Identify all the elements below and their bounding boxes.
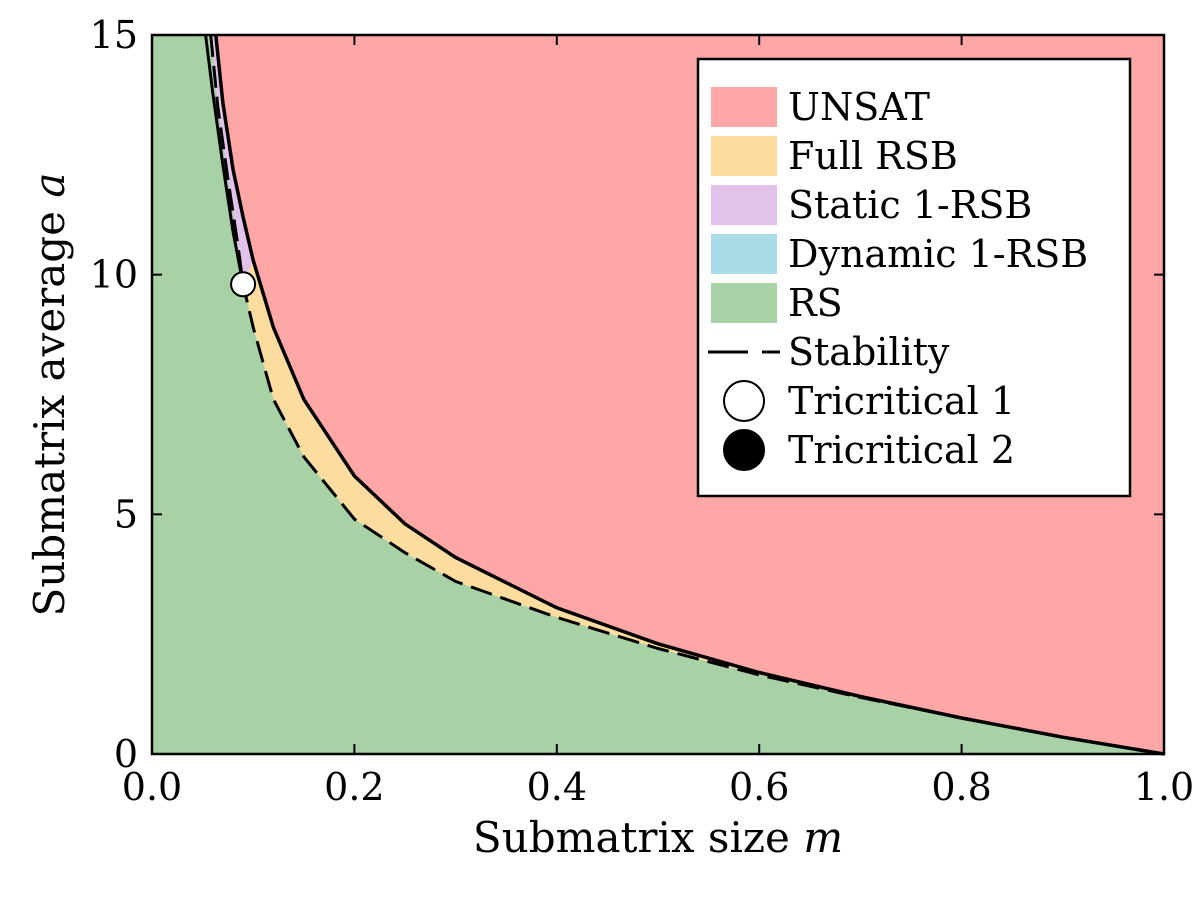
- y-tick-label: 5: [114, 492, 138, 536]
- y-axis-label-space: [25, 198, 74, 211]
- x-tick-label: 1.0: [1134, 765, 1194, 809]
- legend-label-rs: RS: [788, 281, 843, 325]
- legend-label-stability: Stability: [788, 330, 950, 374]
- x-axis-label: Submatrix size m: [473, 813, 843, 862]
- y-tick-label: 15: [90, 13, 138, 57]
- x-tick-label: 0.4: [527, 765, 587, 809]
- legend: UNSAT Full RSB Static 1-RSB Dynamic 1-RSB RS…: [696, 57, 1132, 498]
- x-tick-label: 0.8: [931, 765, 991, 809]
- y-tick-label: 0: [114, 732, 138, 776]
- legend-swatch-full-rsb: [711, 136, 777, 176]
- y-axis-label: Submatrix average a: [25, 173, 74, 617]
- series-stability-line: [209, 34, 1165, 756]
- legend-label-full-rsb: Full RSB: [788, 134, 958, 178]
- axes: 0.0 0.2 0.4 0.6 0.8 1.0 0 5 10 15 Submatrix size m…: [25, 13, 1194, 862]
- legend-swatch-tricritical-2: [723, 429, 765, 471]
- x-axis-label-text: Submatrix size: [473, 813, 790, 862]
- y-tick-label: 10: [90, 253, 138, 297]
- y-axis-label-var: a: [25, 173, 74, 198]
- legend-label-static-1-rsb: Static 1-RSB: [788, 183, 1032, 227]
- x-axis-label-var: m: [803, 813, 843, 862]
- legend-swatch-dynamic-1-rsb: [711, 234, 777, 274]
- point-tricritical: [230, 271, 257, 298]
- legend-label-tricritical-1: Tricritical 1: [788, 379, 1015, 423]
- legend-swatch-rs: [711, 283, 777, 323]
- series-inner-boundary: [204, 34, 245, 285]
- x-tick-label: 0.2: [324, 765, 384, 809]
- axes-frame: [150, 33, 1166, 756]
- x-tick-label: 0.0: [122, 765, 182, 809]
- legend-swatch-unsat: [711, 87, 777, 127]
- legend-swatch-static-1-rsb: [711, 185, 777, 225]
- y-axis-label-text: Submatrix average: [25, 211, 74, 616]
- x-tick-label: 0.6: [729, 765, 789, 809]
- legend-box: [696, 57, 1132, 498]
- region-rs: [152, 35, 1164, 754]
- legend-label-unsat: UNSAT: [788, 85, 930, 129]
- legend-label-tricritical-2: Tricritical 2: [788, 428, 1015, 472]
- x-axis-label-space: [790, 813, 803, 862]
- legend-label-dynamic-1-rsb: Dynamic 1-RSB: [788, 232, 1088, 276]
- legend-swatch-tricritical-1: [723, 380, 765, 422]
